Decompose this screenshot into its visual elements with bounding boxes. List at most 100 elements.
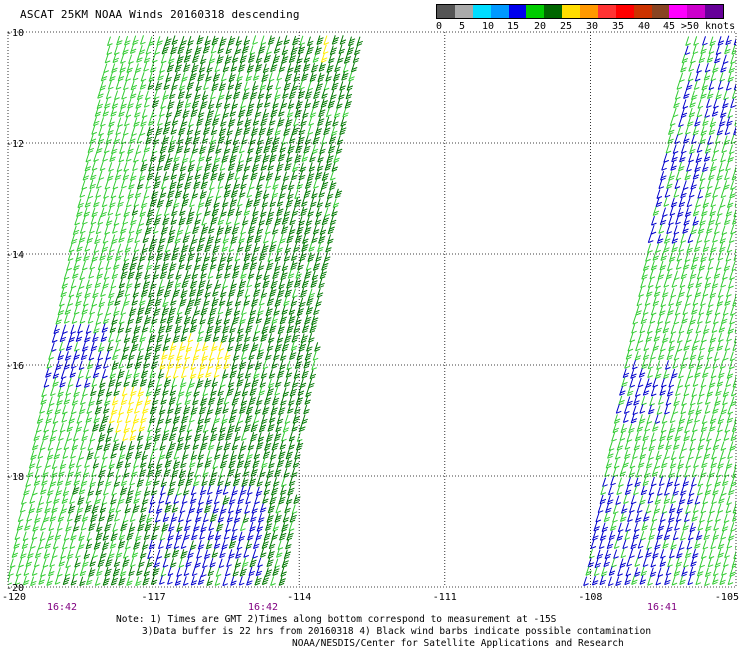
wind-barb xyxy=(209,260,217,270)
wind-barb xyxy=(262,189,270,199)
wind-barb xyxy=(289,512,297,523)
wind-barb xyxy=(158,152,166,163)
wind-barb xyxy=(710,368,717,379)
wind-barb xyxy=(585,566,592,576)
wind-barb xyxy=(257,260,265,271)
wind-barb xyxy=(207,359,214,369)
wind-barb xyxy=(328,53,335,64)
wind-barb xyxy=(162,341,169,352)
wind-barb xyxy=(192,440,199,450)
wind-barb xyxy=(320,53,328,63)
wind-barb xyxy=(183,62,191,73)
wind-barb xyxy=(693,36,699,46)
wind-barb xyxy=(301,152,308,162)
wind-barb xyxy=(190,279,198,289)
wind-barb xyxy=(691,387,698,398)
wind-barb xyxy=(64,305,72,315)
wind-barb xyxy=(666,387,674,397)
wind-barb xyxy=(222,450,229,460)
wind-barb xyxy=(211,377,218,388)
wind-barb xyxy=(140,287,149,298)
wind-barb xyxy=(657,350,665,361)
wind-barb xyxy=(210,171,218,181)
wind-barb xyxy=(179,297,187,307)
wind-barb xyxy=(121,261,130,271)
wind-barb xyxy=(685,504,691,515)
wind-barb xyxy=(666,431,674,441)
wind-barb xyxy=(107,36,113,47)
wind-barb xyxy=(222,495,230,505)
wind-barb xyxy=(29,539,36,549)
wind-barb xyxy=(156,459,163,469)
wind-barb xyxy=(728,359,735,370)
wind-barb xyxy=(259,503,267,513)
wind-barb xyxy=(204,332,212,342)
wind-barb xyxy=(230,188,239,198)
wind-barb xyxy=(190,107,198,118)
wind-barb xyxy=(708,549,715,559)
wind-barb xyxy=(145,387,153,397)
wind-barb xyxy=(200,99,208,109)
wind-barb xyxy=(239,53,247,64)
wind-barb xyxy=(321,261,329,271)
wind-barb xyxy=(730,54,736,65)
wind-barb xyxy=(301,71,309,82)
wind-barb xyxy=(279,143,286,153)
wind-barb xyxy=(175,314,183,325)
wind-barb xyxy=(70,576,78,586)
wind-barb xyxy=(207,530,215,541)
wind-barb xyxy=(229,197,238,208)
wind-barb xyxy=(287,404,294,414)
wind-barb xyxy=(654,414,661,425)
wind-barb xyxy=(697,476,704,487)
wind-barb xyxy=(276,71,283,81)
wind-barb xyxy=(640,485,648,496)
wind-barb xyxy=(284,333,292,344)
wind-barb xyxy=(682,305,689,316)
wind-barb xyxy=(294,449,301,460)
wind-barb xyxy=(103,359,109,369)
wind-barb xyxy=(215,144,222,154)
wind-barb xyxy=(78,531,85,541)
wind-barb xyxy=(153,432,161,442)
wind-barb xyxy=(700,44,707,55)
wind-barb xyxy=(299,170,306,181)
wind-barb xyxy=(631,324,637,334)
wind-barb xyxy=(69,368,76,378)
wind-barb xyxy=(709,206,716,217)
wind-barb xyxy=(339,125,347,136)
wind-barb xyxy=(309,152,316,163)
wind-barb xyxy=(333,71,341,82)
wind-barb xyxy=(135,224,143,235)
wind-barb xyxy=(173,494,179,505)
wind-barb xyxy=(664,234,671,244)
wind-barb xyxy=(261,575,270,586)
wind-barb xyxy=(342,108,349,118)
wind-barb xyxy=(217,512,225,523)
wind-barb xyxy=(309,72,317,82)
wind-barb xyxy=(191,269,198,280)
wind-barb xyxy=(67,251,74,262)
wind-barb xyxy=(694,71,701,82)
wind-barb xyxy=(261,324,269,334)
wind-barb xyxy=(282,512,290,523)
wind-barb xyxy=(331,80,339,91)
wind-barb xyxy=(657,314,663,325)
wind-barb xyxy=(70,359,77,369)
wind-barb xyxy=(223,144,231,154)
wind-barb xyxy=(118,314,125,325)
wind-barb xyxy=(665,566,672,576)
wind-barb xyxy=(735,457,736,459)
wind-barb xyxy=(185,476,193,487)
wind-barb xyxy=(730,180,736,190)
wind-barb xyxy=(727,152,734,163)
wind-barb xyxy=(144,395,152,406)
wind-barb xyxy=(247,143,254,154)
wind-barb xyxy=(32,485,38,496)
wind-barb xyxy=(288,431,296,442)
wind-barb xyxy=(157,369,165,379)
wind-barb xyxy=(725,161,731,172)
wind-barb xyxy=(90,215,97,225)
wind-barb xyxy=(222,197,229,208)
wind-barb xyxy=(241,386,249,397)
